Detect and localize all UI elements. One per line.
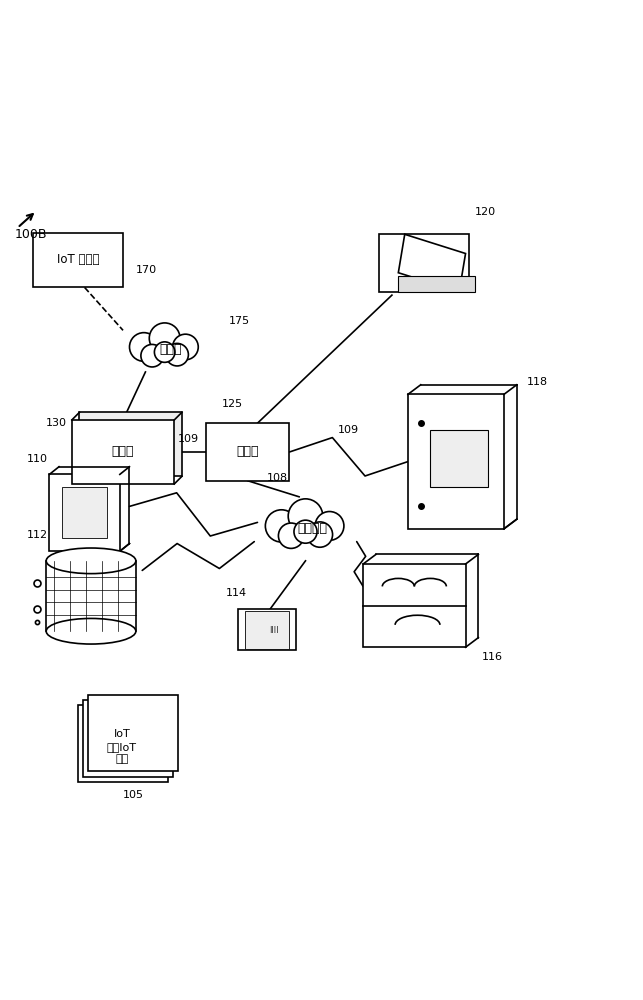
Bar: [363, 564, 466, 647]
Text: 175: 175: [229, 316, 249, 326]
Text: 接入点: 接入点: [237, 445, 259, 458]
Bar: [80, 412, 182, 476]
Circle shape: [154, 342, 175, 362]
Text: IoT 服务器: IoT 服务器: [57, 253, 100, 266]
Circle shape: [166, 343, 188, 366]
Bar: [408, 394, 504, 529]
Text: IoT: IoT: [113, 729, 130, 739]
Bar: [78, 705, 168, 782]
Circle shape: [307, 522, 332, 547]
Bar: [398, 276, 475, 292]
Bar: [50, 474, 120, 551]
Bar: [33, 233, 123, 287]
Text: 105: 105: [123, 790, 144, 800]
Bar: [379, 234, 469, 292]
Text: 设备: 设备: [115, 754, 129, 764]
Circle shape: [149, 323, 180, 354]
Bar: [84, 700, 173, 777]
Text: 108: 108: [267, 473, 288, 483]
Text: 100B: 100B: [14, 228, 47, 241]
Text: 109: 109: [338, 425, 359, 435]
Circle shape: [288, 499, 323, 533]
Text: 因特网: 因特网: [160, 343, 183, 356]
Text: 监管器: 监管器: [112, 445, 134, 458]
Bar: [72, 420, 174, 484]
Text: 112: 112: [27, 530, 48, 540]
Circle shape: [129, 333, 158, 361]
Bar: [62, 487, 107, 538]
Bar: [206, 423, 289, 481]
Text: 110: 110: [27, 454, 48, 464]
Circle shape: [173, 334, 198, 360]
Text: 130: 130: [46, 418, 68, 428]
Ellipse shape: [46, 618, 136, 644]
Text: 空中接口: 空中接口: [297, 522, 327, 535]
Circle shape: [294, 520, 317, 543]
Circle shape: [141, 344, 163, 367]
Text: ||||: ||||: [269, 626, 278, 633]
Text: 109: 109: [177, 434, 199, 444]
Text: 120: 120: [475, 207, 496, 217]
Bar: [89, 695, 178, 771]
Bar: [245, 611, 289, 649]
Polygon shape: [398, 234, 466, 292]
Text: 114: 114: [226, 588, 247, 598]
Circle shape: [278, 523, 303, 548]
Circle shape: [266, 510, 298, 542]
Bar: [46, 561, 136, 631]
Text: 118: 118: [527, 377, 547, 387]
Bar: [430, 430, 488, 487]
Text: 125: 125: [222, 399, 244, 409]
Ellipse shape: [46, 548, 136, 574]
Text: 116: 116: [482, 652, 503, 662]
Circle shape: [315, 512, 344, 540]
Text: 无源IoT: 无源IoT: [107, 742, 137, 752]
Text: 170: 170: [136, 265, 157, 275]
Bar: [239, 609, 296, 650]
